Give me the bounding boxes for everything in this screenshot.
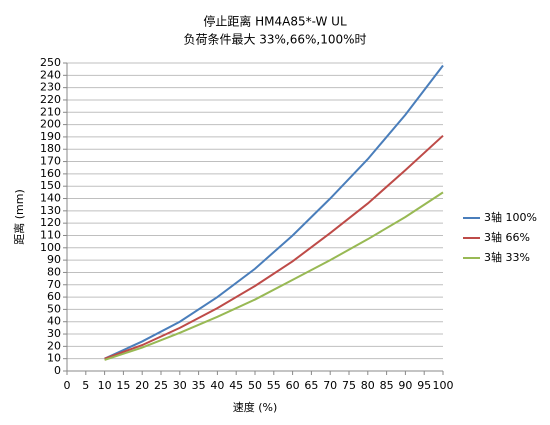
x-tick-label: 95 (417, 379, 431, 392)
x-tick-label: 60 (286, 379, 300, 392)
x-tick-label: 5 (82, 379, 89, 392)
y-tick-label: 150 (40, 179, 61, 192)
x-tick-label: 50 (248, 379, 262, 392)
x-tick-label: 70 (323, 379, 337, 392)
x-tick-label: 75 (342, 379, 356, 392)
x-tick-label: 100 (433, 379, 454, 392)
legend-label: 3轴 33% (484, 250, 530, 264)
y-tick-label: 30 (47, 327, 61, 340)
y-tick-label: 120 (40, 216, 61, 229)
y-tick-label: 160 (40, 167, 61, 180)
y-axis-label: 距离 (mm) (12, 189, 26, 245)
y-tick-label: 70 (47, 278, 61, 291)
y-tick-label: 180 (40, 142, 61, 155)
y-tick-label: 0 (54, 364, 61, 377)
x-tick-label: 40 (210, 379, 224, 392)
x-tick-label: 0 (64, 379, 71, 392)
y-tick-label: 80 (47, 265, 61, 278)
x-tick-label: 15 (116, 379, 130, 392)
x-tick-label: 35 (192, 379, 206, 392)
series-line (104, 191, 444, 361)
y-tick-label: 230 (40, 81, 61, 94)
x-tick-label: 90 (398, 379, 412, 392)
x-tick-label: 85 (380, 379, 394, 392)
x-tick-label: 25 (154, 379, 168, 392)
y-tick-label: 240 (40, 68, 61, 81)
y-tick-label: 60 (47, 290, 61, 303)
legend-label: 3轴 100% (484, 210, 537, 224)
legend-label: 3轴 66% (484, 230, 530, 244)
y-tick-label: 190 (40, 130, 61, 143)
chart-title: 停止距离 HM4A85*-W UL (203, 14, 347, 29)
x-tick-label: 20 (135, 379, 149, 392)
x-tick-label: 45 (229, 379, 243, 392)
x-tick-label: 80 (361, 379, 375, 392)
y-tick-label: 10 (47, 352, 61, 365)
y-tick-label: 90 (47, 253, 61, 266)
y-tick-label: 100 (40, 241, 61, 254)
y-tick-label: 250 (40, 56, 61, 69)
y-tick-label: 50 (47, 302, 61, 315)
y-tick-label: 140 (40, 192, 61, 205)
x-tick-label: 30 (173, 379, 187, 392)
series-line (104, 64, 444, 360)
y-tick-label: 20 (47, 339, 61, 352)
y-tick-label: 130 (40, 204, 61, 217)
x-tick-label: 10 (98, 379, 112, 392)
x-axis-label: 速度 (%) (233, 400, 278, 414)
y-tick-label: 110 (40, 228, 61, 241)
y-tick-label: 40 (47, 315, 61, 328)
y-tick-label: 220 (40, 93, 61, 106)
x-tick-label: 65 (304, 379, 318, 392)
y-tick-label: 200 (40, 118, 61, 131)
chart-subtitle: 负荷条件最大 33%,66%,100%时 (183, 33, 366, 47)
y-tick-label: 210 (40, 105, 61, 118)
x-tick-label: 55 (267, 379, 281, 392)
series-line (104, 134, 444, 360)
y-tick-label: 170 (40, 155, 61, 168)
